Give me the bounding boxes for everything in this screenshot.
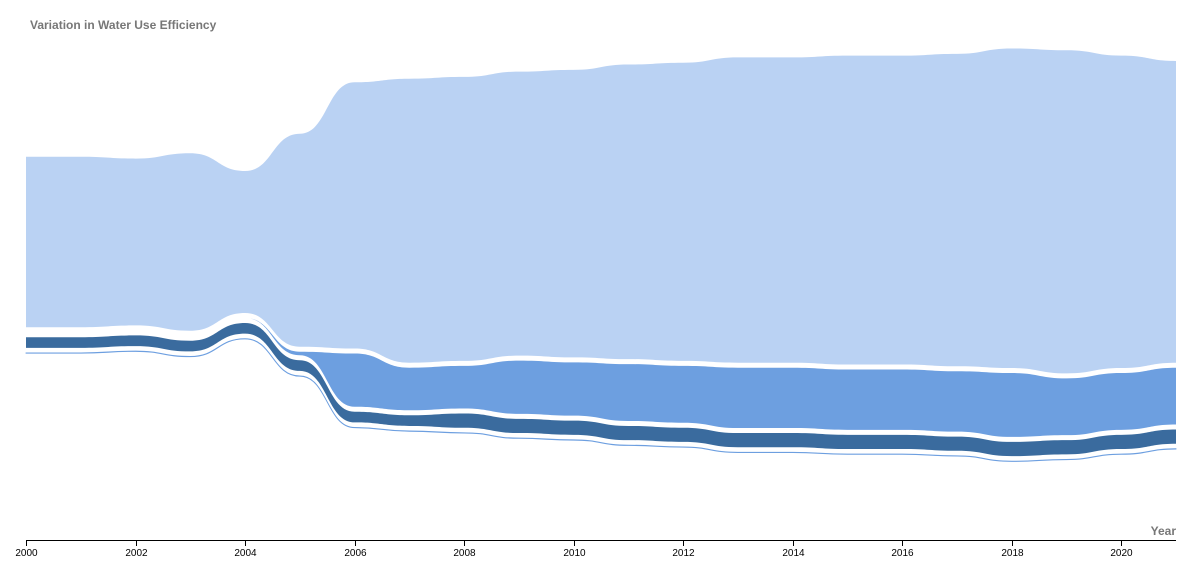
x-tick-label: 2014 xyxy=(782,548,805,559)
series-2-area xyxy=(26,317,1176,437)
x-tick-label: 2016 xyxy=(891,548,914,559)
x-tick-label: 2006 xyxy=(344,548,367,559)
x-tick-label: 2004 xyxy=(234,548,257,559)
x-tick-label: 2012 xyxy=(672,548,695,559)
x-axis-ticks: 2000 2002 2004 2006 2008 2010 2012 2014 2016 2018… xyxy=(15,540,1133,559)
series-1-area xyxy=(26,48,1176,374)
chart-title: Variation in Water Use Efficiency xyxy=(30,18,217,32)
x-tick-label: 2018 xyxy=(1001,548,1024,559)
x-tick-label: 2010 xyxy=(563,548,586,559)
series-layer xyxy=(25,48,1177,462)
x-tick-label: 2000 xyxy=(15,548,38,559)
x-axis-label: Year xyxy=(1151,524,1177,538)
x-tick-label: 2008 xyxy=(453,548,476,559)
series-3-area xyxy=(26,322,1176,457)
x-tick-label: 2020 xyxy=(1110,548,1133,559)
series-4-area xyxy=(25,338,1177,462)
x-tick-label: 2002 xyxy=(125,548,148,559)
